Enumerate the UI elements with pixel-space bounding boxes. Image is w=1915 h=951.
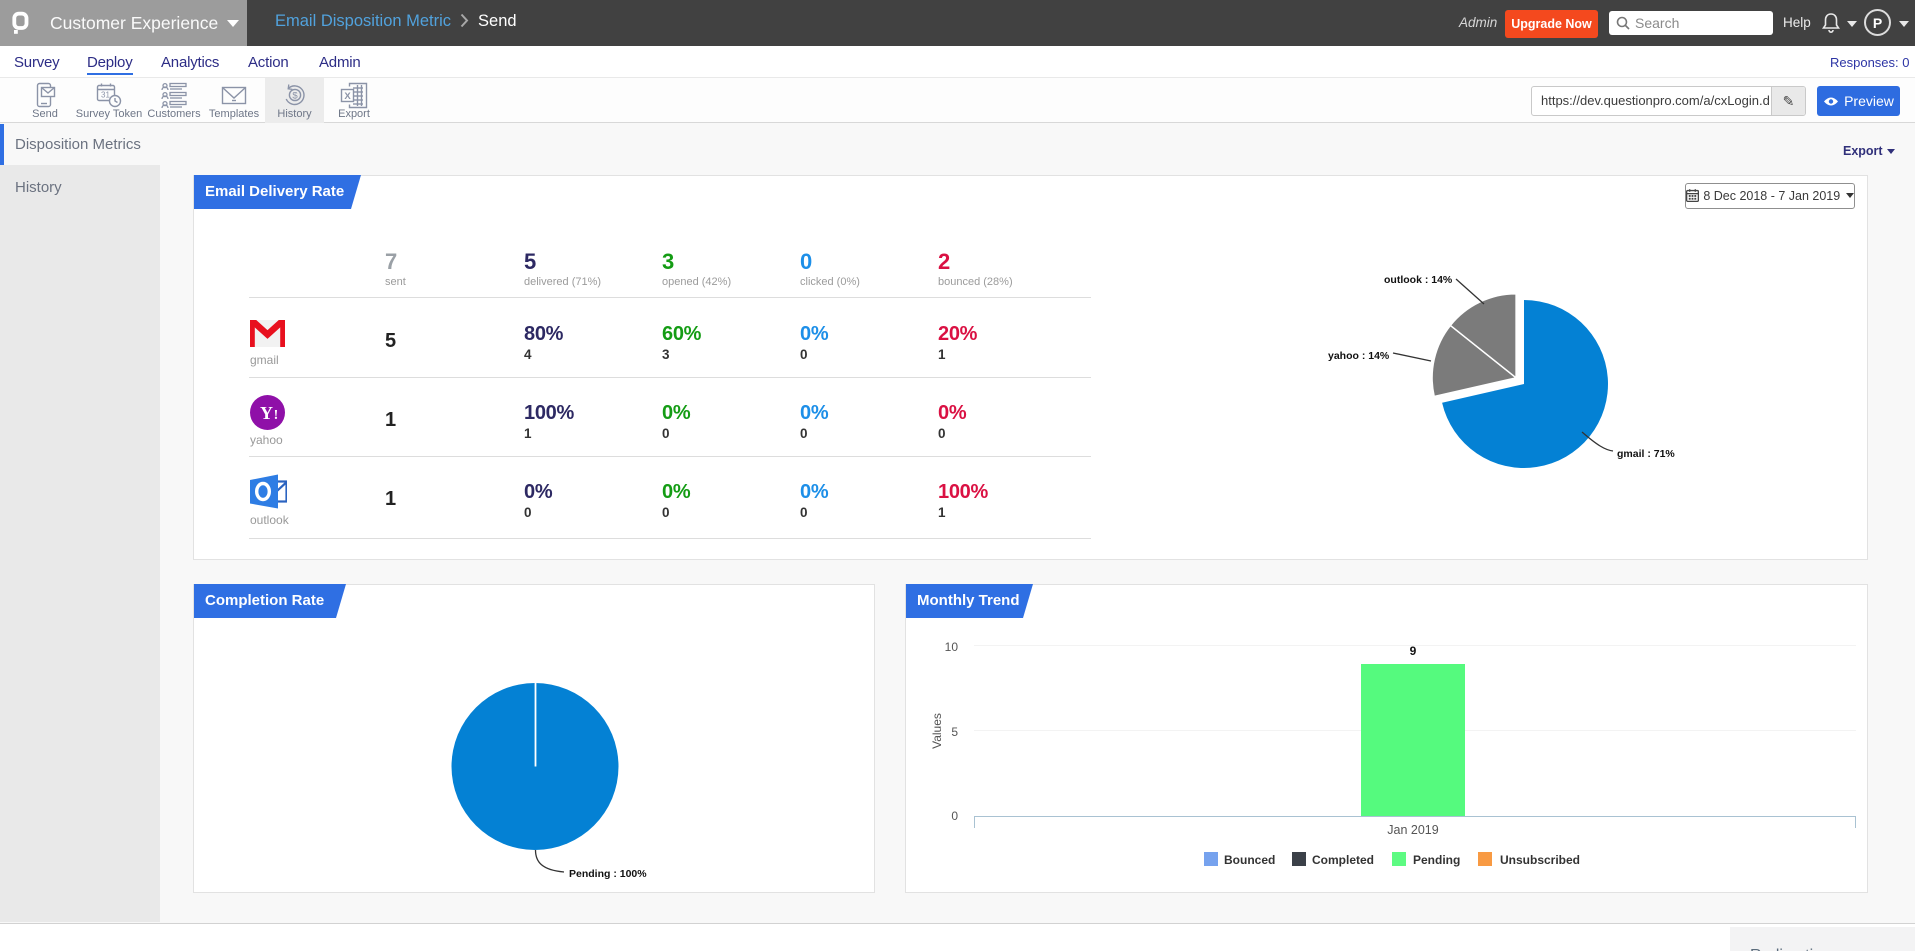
svg-text:X: X: [344, 91, 351, 102]
svg-text:outlook : 14%: outlook : 14%: [1384, 274, 1453, 286]
svg-text:31: 31: [101, 91, 110, 100]
svg-text:!: !: [274, 408, 279, 423]
svg-text:Y: Y: [260, 403, 273, 423]
svg-text:Pending : 100%: Pending : 100%: [569, 868, 647, 880]
svg-text:yahoo : 14%: yahoo : 14%: [1328, 350, 1390, 362]
svg-text:$: $: [292, 90, 298, 101]
svg-text:gmail : 71%: gmail : 71%: [1617, 448, 1675, 460]
